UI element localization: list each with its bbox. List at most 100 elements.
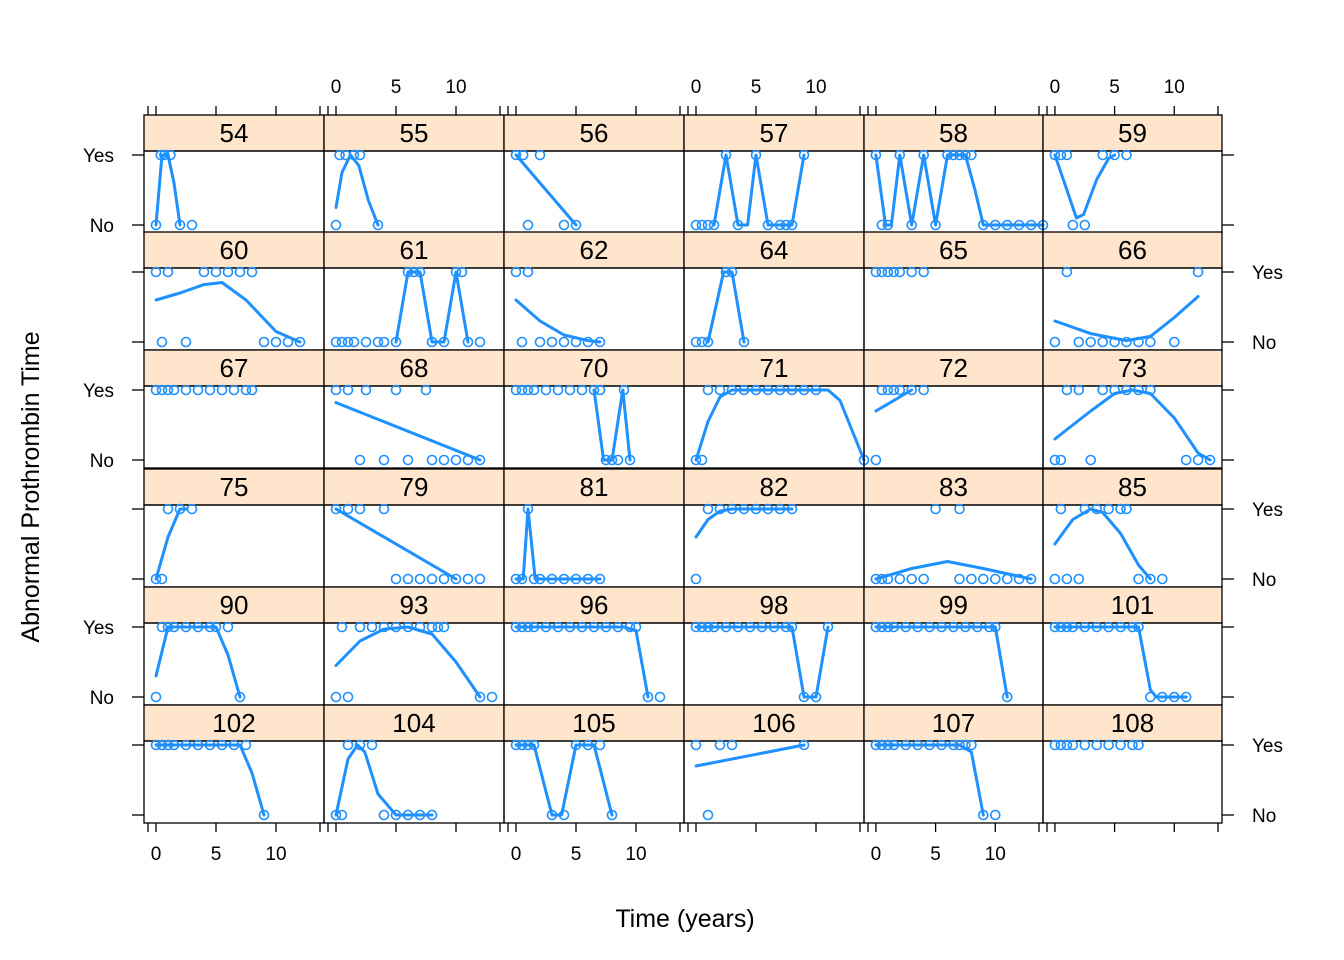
data-point	[870, 149, 882, 161]
data-point	[1025, 219, 1037, 231]
data-point	[750, 503, 762, 515]
data-point	[390, 336, 402, 348]
data-point	[168, 739, 180, 751]
smooth-line	[712, 153, 806, 227]
panel-strip-label: 105	[572, 708, 615, 738]
data-point	[726, 266, 738, 278]
data-point	[1025, 573, 1037, 585]
data-point	[570, 336, 582, 348]
panel-strip	[1042, 586, 1223, 624]
data-point	[882, 266, 894, 278]
data-point	[882, 621, 894, 633]
y-tick-label: No	[1252, 333, 1276, 354]
data-point	[198, 266, 210, 278]
panel-81: 81	[503, 468, 685, 588]
data-point	[942, 149, 953, 161]
data-point	[510, 149, 522, 161]
data-point	[768, 621, 780, 633]
panel-strip-label: 54	[220, 118, 249, 148]
data-point	[408, 266, 420, 278]
smooth-line	[874, 625, 1009, 699]
panel-99: 99	[863, 586, 1044, 706]
data-point	[798, 149, 810, 161]
smooth-line	[874, 560, 1033, 581]
panel-strip-label: 61	[400, 235, 429, 265]
data-point	[1061, 621, 1073, 633]
data-point	[726, 384, 738, 396]
data-point	[150, 573, 162, 585]
data-point	[798, 384, 810, 396]
data-point	[696, 336, 708, 348]
data-point	[516, 573, 528, 585]
data-point	[1001, 573, 1013, 585]
data-point	[960, 621, 971, 633]
data-point	[1085, 336, 1096, 348]
panel-106: 106	[683, 704, 865, 824]
data-point	[150, 739, 162, 751]
data-point	[918, 384, 930, 396]
y-tick-label: Yes	[83, 381, 114, 402]
data-point	[366, 621, 378, 633]
data-point	[756, 621, 768, 633]
data-point	[810, 691, 822, 703]
panel-70: 70	[503, 349, 685, 469]
data-point	[708, 621, 720, 633]
data-point	[876, 384, 888, 396]
data-point	[1085, 454, 1096, 466]
data-point	[528, 573, 540, 585]
data-point	[882, 219, 894, 231]
panel-frame	[143, 385, 325, 469]
data-point	[258, 336, 270, 348]
x-tick-label: 5	[751, 77, 762, 98]
data-point	[1109, 149, 1120, 161]
data-point	[165, 149, 176, 161]
data-point	[948, 739, 959, 751]
data-point	[450, 266, 462, 278]
data-point	[594, 739, 606, 751]
data-point	[402, 809, 414, 821]
data-point	[906, 219, 918, 231]
data-point	[156, 739, 168, 751]
data-point	[517, 149, 529, 161]
panel-strip-label: 104	[392, 708, 435, 738]
smooth-line	[514, 507, 602, 581]
data-point	[342, 739, 354, 751]
data-point	[1067, 621, 1079, 633]
panel-strip	[503, 704, 685, 742]
data-point	[972, 621, 983, 633]
data-point	[1091, 621, 1102, 633]
panel-96: 96	[503, 586, 685, 706]
data-point	[954, 149, 965, 161]
data-point	[774, 503, 786, 515]
smooth-line	[514, 298, 602, 344]
data-point	[210, 621, 222, 633]
data-point	[924, 621, 935, 633]
data-point	[1157, 691, 1168, 703]
data-point	[918, 149, 930, 161]
panel-strip-label: 96	[580, 590, 609, 620]
data-point	[714, 503, 726, 515]
data-point	[786, 384, 798, 396]
data-point	[762, 219, 774, 231]
smooth-line	[154, 507, 188, 581]
data-point	[1103, 503, 1114, 515]
data-point	[234, 691, 246, 703]
data-point	[1127, 621, 1138, 633]
panel-frame	[863, 385, 1044, 469]
y-tick-label: No	[90, 216, 114, 237]
panel-frame	[1042, 740, 1223, 824]
data-point	[720, 266, 732, 278]
data-point	[450, 454, 462, 466]
data-point	[330, 691, 342, 703]
panel-98: 98	[683, 586, 865, 706]
data-point	[690, 219, 702, 231]
data-point	[528, 621, 540, 633]
data-point	[558, 573, 570, 585]
data-point	[720, 621, 732, 633]
data-point	[882, 384, 894, 396]
panel-71: 71	[683, 349, 870, 469]
data-point	[228, 739, 240, 751]
data-point	[1103, 739, 1114, 751]
data-point	[780, 621, 792, 633]
data-point	[966, 149, 977, 161]
